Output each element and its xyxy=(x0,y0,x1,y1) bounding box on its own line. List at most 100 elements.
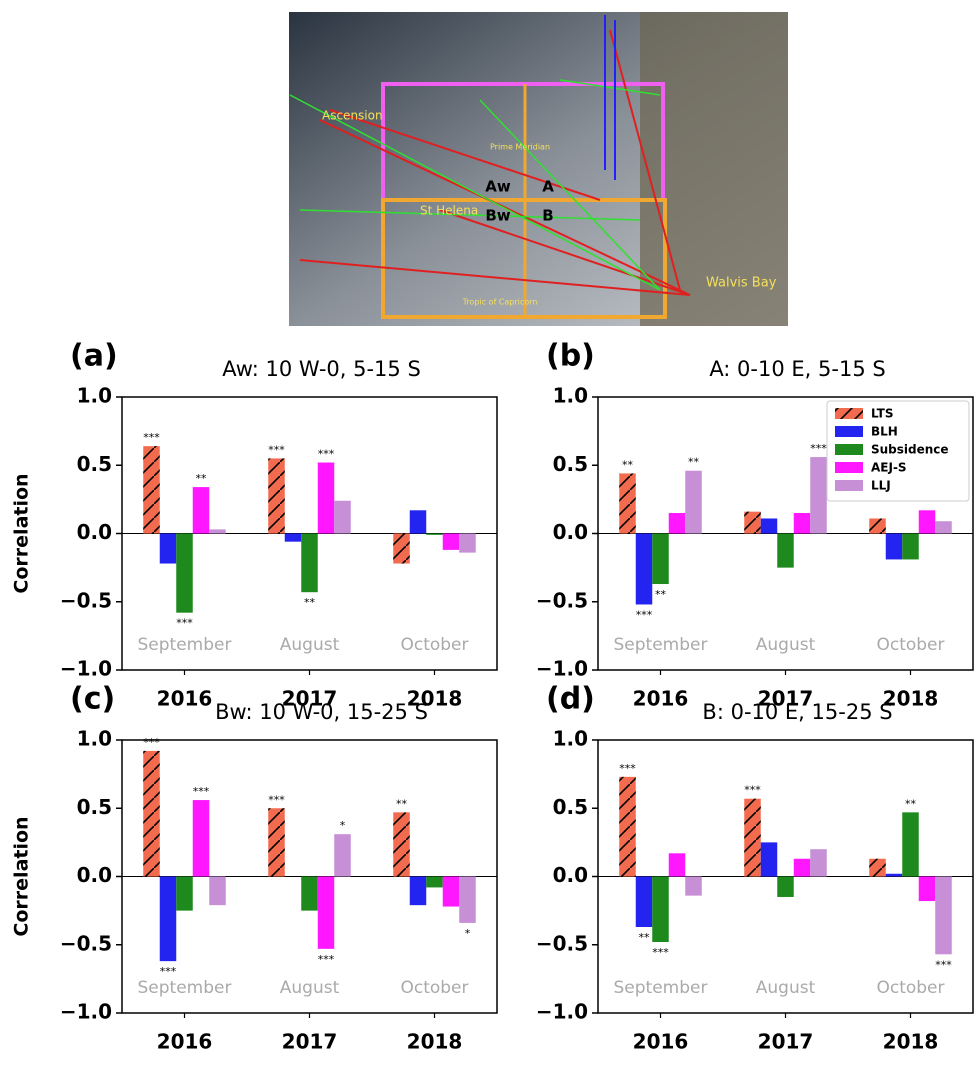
bar xyxy=(176,533,193,613)
legend-hatch xyxy=(835,408,863,419)
panel-label: (d) xyxy=(546,682,595,717)
panel-label: (a) xyxy=(70,339,118,374)
legend-swatch xyxy=(835,480,863,491)
bar xyxy=(935,521,952,534)
y-tick-label: 1.0 xyxy=(77,727,112,751)
flight-track xyxy=(604,15,616,180)
bar xyxy=(935,876,952,955)
category-note: October xyxy=(400,978,468,998)
significance: ** xyxy=(655,588,667,601)
map-label: Tropic of Capricorn xyxy=(462,298,538,307)
y-tick-label: 0.5 xyxy=(77,452,112,476)
legend-label: LLJ xyxy=(871,479,891,493)
bar xyxy=(777,876,794,897)
significance: ** xyxy=(196,472,208,485)
significance: *** xyxy=(176,617,193,630)
category-note: October xyxy=(876,978,944,998)
category-note: October xyxy=(400,635,468,655)
map-label: Ascension xyxy=(322,109,383,123)
significance: *** xyxy=(318,953,335,966)
y-tick-label: 0.0 xyxy=(553,863,588,887)
bar xyxy=(760,842,778,877)
bar xyxy=(685,470,702,534)
x-tick-label: 2016 xyxy=(157,1030,213,1054)
y-axis-label: Correlation xyxy=(11,473,33,593)
bar xyxy=(317,462,335,534)
significance: *** xyxy=(318,448,335,461)
bar-hatch xyxy=(393,812,410,877)
legend-label: LTS xyxy=(871,407,894,421)
x-tick-label: 2018 xyxy=(883,1030,939,1054)
significance: *** xyxy=(744,784,761,797)
category-note: October xyxy=(876,635,944,655)
map-label: Aw xyxy=(485,178,511,196)
significance: *** xyxy=(810,442,827,455)
bar xyxy=(159,533,177,564)
map-label: Bw xyxy=(485,207,510,225)
significance: *** xyxy=(268,793,285,806)
x-tick-label: 2018 xyxy=(407,1030,463,1054)
significance: *** xyxy=(160,965,177,978)
significance: *** xyxy=(652,946,669,959)
panel: (d) B: 0-10 E, 15-25 S −1.0 −0.5 0.0 0.5 1.0 20… xyxy=(536,682,974,1054)
y-tick-label: 1.0 xyxy=(553,384,588,408)
significance: * xyxy=(340,819,346,832)
axes-frame xyxy=(121,396,498,671)
y-tick-label: −1.0 xyxy=(60,657,112,681)
y-tick-label: 0.5 xyxy=(553,452,588,476)
bar-hatch xyxy=(143,750,160,877)
bar-hatch xyxy=(619,776,636,877)
y-tick-label: 0.5 xyxy=(553,795,588,819)
legend-swatch xyxy=(835,462,863,473)
y-axis-label: Correlation xyxy=(11,816,33,936)
significance: *** xyxy=(619,762,636,775)
panel-title: B: 0-10 E, 15-25 S xyxy=(702,700,892,724)
y-tick-label: −1.0 xyxy=(60,1000,112,1024)
bar xyxy=(885,533,903,560)
bar xyxy=(334,834,351,877)
y-tick-label: −0.5 xyxy=(60,931,112,955)
axes-frame xyxy=(121,739,498,1014)
y-tick-label: 0.0 xyxy=(553,520,588,544)
flight-track xyxy=(289,79,661,291)
x-tick-label: 2016 xyxy=(633,1030,689,1054)
bar xyxy=(685,876,702,896)
legend-label: Subsidence xyxy=(871,443,949,457)
x-tick-label: 2017 xyxy=(282,1030,338,1054)
bar xyxy=(652,876,669,943)
y-tick-label: −0.5 xyxy=(536,588,588,612)
bar-hatch xyxy=(268,808,285,877)
bar xyxy=(760,518,778,534)
legend-swatch xyxy=(835,444,863,455)
axes-frame xyxy=(597,739,974,1014)
significance: *** xyxy=(935,958,952,971)
significance: *** xyxy=(143,431,160,444)
bar xyxy=(459,876,476,923)
map-labels: Ascension St Helena Walvis Bay Aw A Bw B Prime … xyxy=(322,109,777,307)
panel: (c) Bw: 10 W-0, 15-25 S Correlation −1.0 −0.… xyxy=(11,682,498,1054)
bar-hatch xyxy=(393,533,410,564)
map-label: Prime Meridian xyxy=(490,143,550,152)
bar xyxy=(284,533,302,542)
bar xyxy=(902,812,919,877)
bar xyxy=(793,858,811,877)
x-tick-label: 2017 xyxy=(758,1030,814,1054)
significance: * xyxy=(465,927,471,940)
significance: *** xyxy=(193,785,210,798)
axes-frame xyxy=(597,396,974,671)
category-note: August xyxy=(756,635,816,655)
panel-title: A: 0-10 E, 5-15 S xyxy=(709,357,885,381)
bar xyxy=(334,500,351,534)
significance: *** xyxy=(143,736,160,749)
bar xyxy=(301,533,318,593)
bar-hatch xyxy=(744,511,761,534)
bar xyxy=(192,800,210,877)
bar xyxy=(885,873,903,877)
x-tick-label: 2018 xyxy=(407,687,463,711)
y-tick-label: 0.0 xyxy=(77,520,112,544)
bar xyxy=(777,533,794,568)
bar xyxy=(793,513,811,534)
map-label: B xyxy=(542,207,553,225)
category-note: September xyxy=(138,635,232,655)
